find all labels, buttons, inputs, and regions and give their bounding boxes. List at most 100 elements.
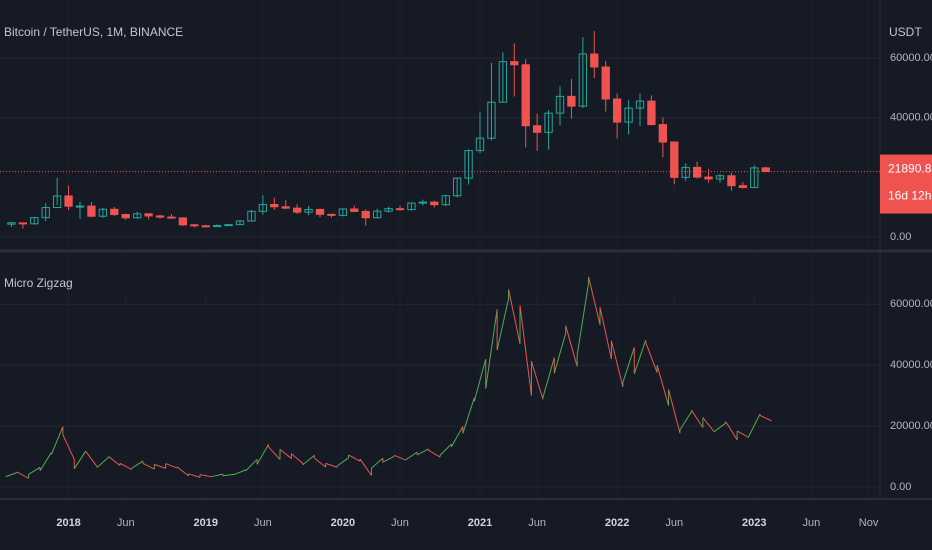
candle-body [635,100,645,109]
candle-body [544,112,553,133]
zigzag-segment [85,450,98,468]
candle-body [498,61,508,103]
candle-body [315,208,325,215]
zigzag-segment [348,454,361,462]
last-price-label: 21890.85 [888,162,932,176]
candle-body [155,215,165,218]
candle-body [395,208,405,211]
zigzag-segment [73,450,87,469]
zigzag-segment [645,342,658,373]
zigzag-segment [450,426,464,448]
candle-body [121,214,130,219]
zigzag-segment [142,462,155,470]
candle-body [87,205,96,217]
x-tick-label: Jun [391,517,409,529]
candle-body [464,150,473,179]
zigzag-segment [599,307,612,360]
candle-body [41,207,50,219]
candle-body [281,206,290,209]
zigzag-segment [725,421,738,441]
zigzag-segment [439,443,452,456]
x-tick-label: Jun [117,517,135,529]
x-tick-label: 2021 [468,517,492,529]
y-tick-label: 60000.00 [890,52,932,64]
y-tick-label: 40000.00 [890,111,932,123]
zigzag-segment [542,357,555,398]
x-tick-label: 2020 [331,517,355,529]
zigzag-segment [222,473,235,477]
zigzag-segment [588,276,601,325]
candle-body [624,107,633,123]
zigzag-segment [428,449,441,458]
zigzag-segment [668,389,681,434]
candle-body [521,64,530,127]
candle-body [247,210,256,222]
zigzag-segment [485,309,498,389]
zigzag-segment [530,360,544,400]
candle-body [327,213,336,216]
candle-body [30,217,39,225]
zigzag-segment [279,449,292,459]
zigzag-segment [576,282,590,356]
candle-body [292,207,302,213]
candle-body [612,98,622,123]
zigzag-segment [622,347,635,383]
candle-body [110,208,119,216]
candle-body [761,167,770,173]
candle-body [578,53,588,107]
zigzag-segment [748,413,761,437]
candle-body [384,208,393,212]
candle-body [75,205,85,208]
x-tick-label: 2022 [605,517,629,529]
marks [0,31,880,479]
candle-body [750,167,759,189]
zigzag-segment [291,453,304,464]
candle-body [601,66,610,100]
zigzag-segment [473,359,487,402]
candle-body [350,208,359,212]
last-price-box [880,154,932,214]
candle-body [304,208,313,213]
candle-body [52,195,62,209]
candle-body [132,213,142,219]
zigzag-segment [610,340,624,387]
zigzag-segment [633,340,647,374]
zigzag-segment [382,455,395,463]
candle-body [372,210,382,219]
candle-body [235,220,245,226]
candle-body [338,208,348,216]
y-tick-label: 40000.00 [890,359,932,371]
x-tick-label: Jun [665,517,683,529]
zigzag-segment [405,451,418,461]
zigzag-segment [302,454,315,466]
chart-title: Bitcoin / TetherUS, 1M, BINANCE [4,25,183,39]
zigzag-segment [508,289,521,344]
x-tick-label: Jun [528,517,546,529]
zigzag-segment [165,463,178,469]
x-tick-label: 2018 [56,517,80,529]
candle-body [441,195,450,206]
zigzag-segment [679,411,692,431]
candle-body [361,210,370,219]
candle-body [681,166,690,178]
candle-body [418,201,428,204]
candle-body [510,61,519,66]
candle-body [224,224,233,227]
zigzag-segment [5,472,18,478]
candle-body [738,185,748,189]
zigzag-segment [268,446,281,460]
y-tick-label: 20000.00 [890,420,932,432]
zigzag-segment [336,457,349,467]
candle-body [270,203,279,208]
zigzag-segment [119,462,132,470]
zigzag-segment [565,325,578,367]
candle-body [555,95,565,114]
candle-body [532,125,542,133]
zigzag-segment [96,456,109,468]
candle-body [212,224,222,228]
zigzag-segment [199,474,212,478]
y-tick-label: 0.00 [890,231,911,243]
candle-body [407,202,416,211]
x-tick-label: Jun [803,517,821,529]
candle-body [715,175,725,180]
